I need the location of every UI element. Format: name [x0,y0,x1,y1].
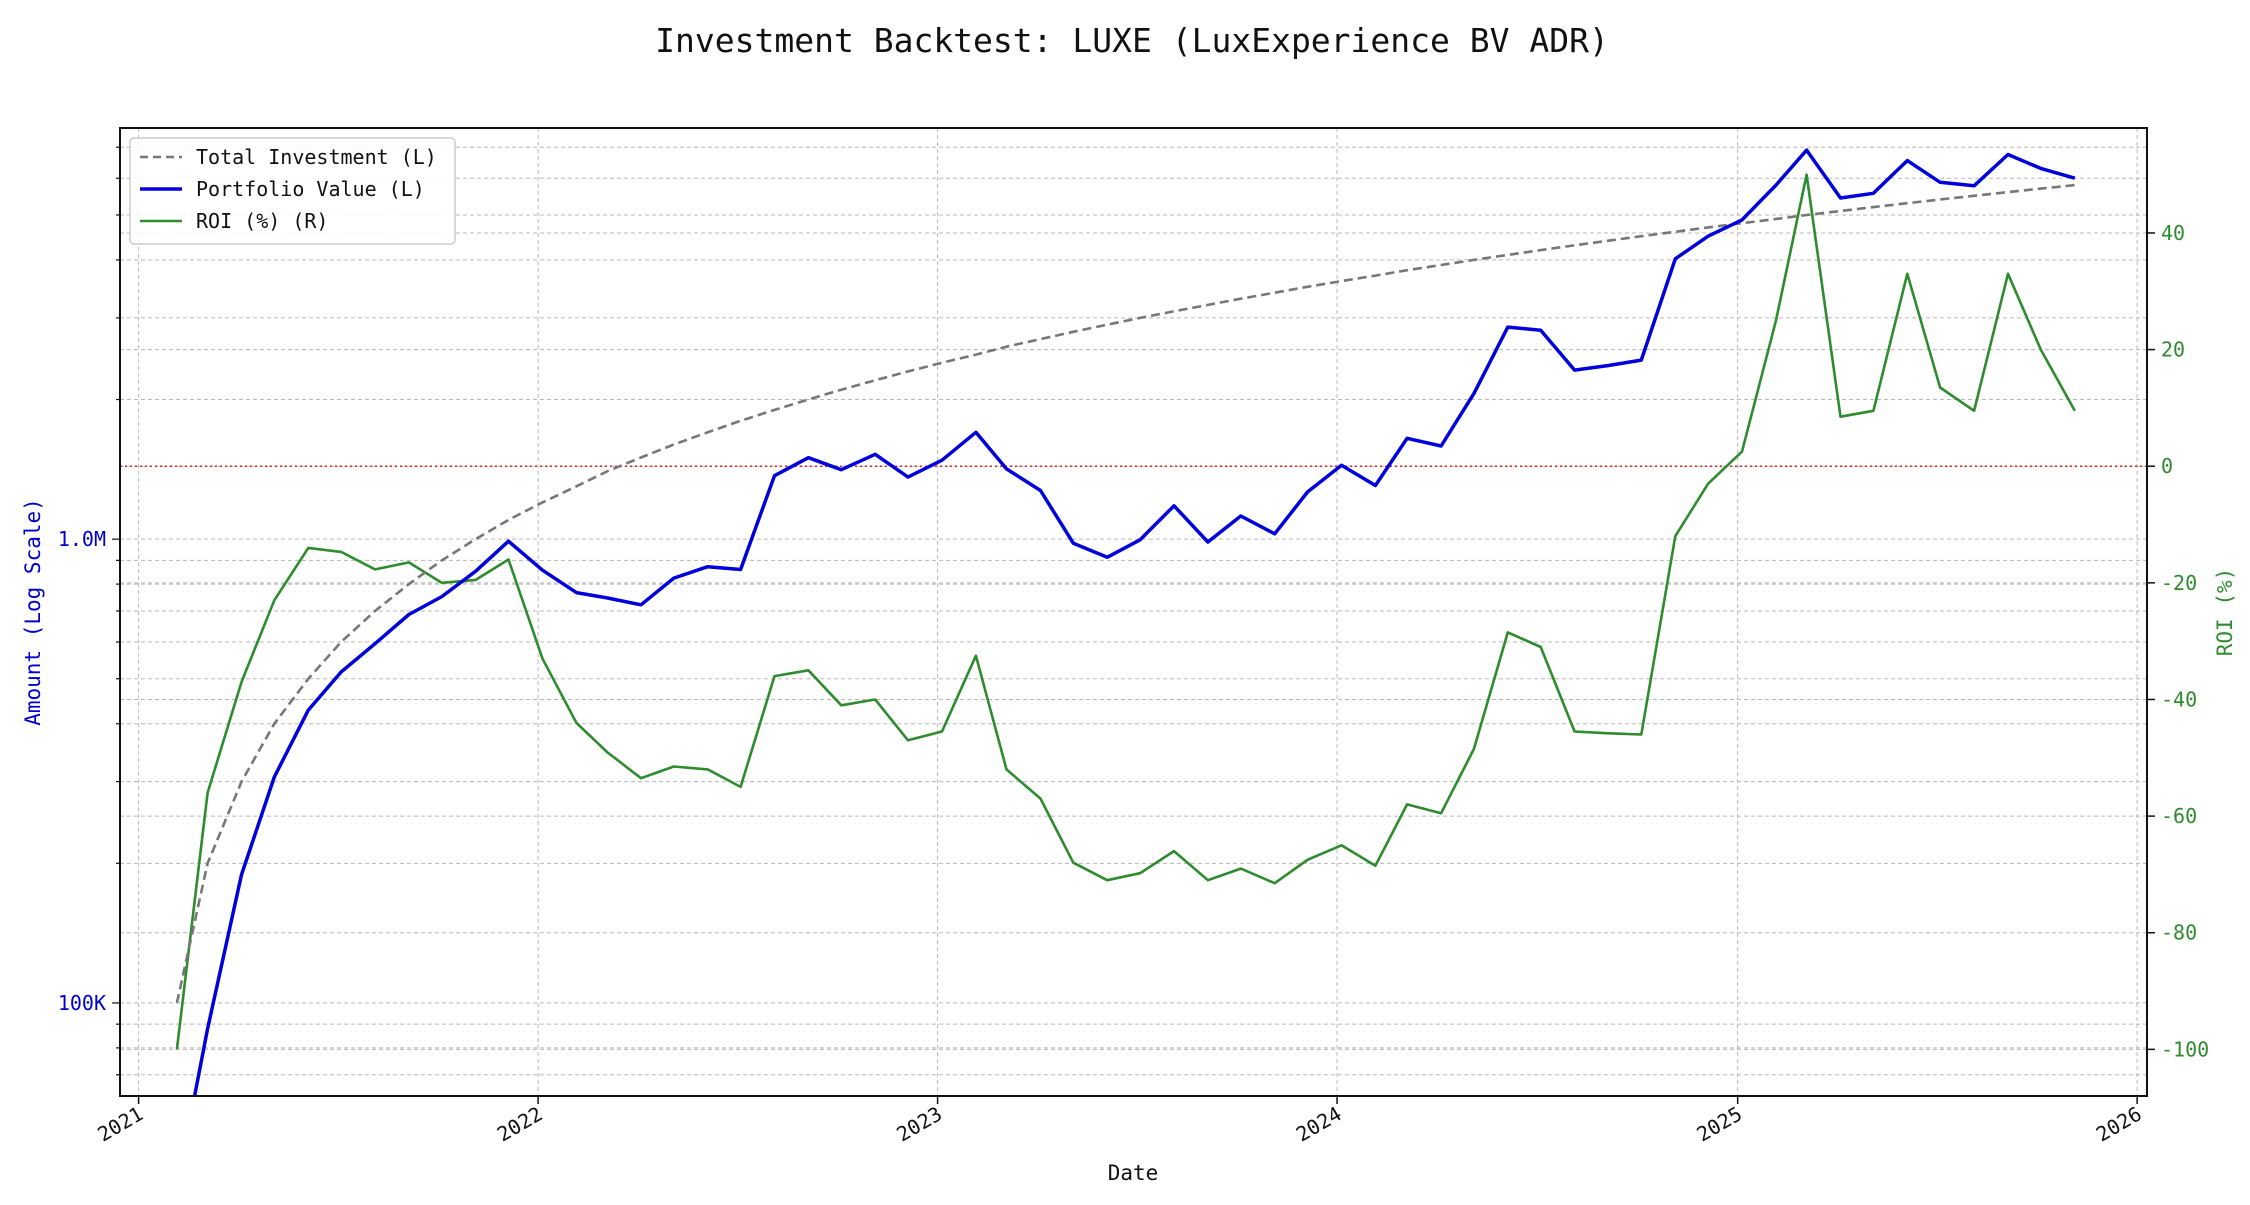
right-y-tick-label: -100 [2161,1037,2209,1061]
right-y-tick-label: 20 [2161,338,2185,362]
series-layer [175,148,2076,1096]
right-y-axis-label: ROI (%) [2213,568,2237,657]
right-y-tick-label: -60 [2161,804,2197,828]
portfolio-value-line [192,148,2076,1096]
chart-title: Investment Backtest: LUXE (LuxExperience… [655,21,1609,60]
right-y-tick-label: 0 [2161,454,2173,478]
right-y-tick-label: 40 [2161,221,2185,245]
x-axis: 2021 2022 2023 2024 2025 2026 [93,1096,2146,1147]
right-y-axis: -100 -80 -60 -40 -20 0 20 40 [2147,221,2209,1061]
x-tick-label: 2021 [93,1102,147,1147]
right-y-tick-label: -80 [2161,921,2197,945]
legend: Total Investment (L) Portfolio Value (L) R… [129,137,456,245]
grid-lines [120,128,2147,1096]
legend-label: Portfolio Value (L) [196,177,425,201]
plot-frame [119,127,2148,1097]
right-y-tick-label: -20 [2161,571,2197,595]
x-tick-label: 2022 [493,1102,547,1147]
x-axis-label: Date [1108,1161,1159,1185]
roi-line [175,173,2076,1050]
left-y-axis-label: Amount (Log Scale) [21,498,45,726]
right-y-tick-label: -40 [2161,687,2197,711]
x-tick-label: 2025 [1692,1102,1746,1147]
legend-entry-roi: ROI (%) (R) [140,209,328,233]
left-y-axis: 100K 1.0M [58,146,120,1076]
x-tick-label: 2024 [1292,1102,1346,1147]
x-tick-label: 2023 [892,1102,946,1147]
legend-entry-portfolio-value: Portfolio Value (L) [140,177,425,201]
total-investment-line [175,183,2075,1004]
left-y-tick-label: 100K [58,991,106,1015]
legend-label: Total Investment (L) [196,145,437,169]
legend-label: ROI (%) (R) [196,209,328,233]
legend-box [129,137,456,245]
x-tick-label: 2026 [2092,1102,2146,1147]
legend-entry-total-investment: Total Investment (L) [140,145,437,169]
left-y-tick-label: 1.0M [58,527,106,551]
